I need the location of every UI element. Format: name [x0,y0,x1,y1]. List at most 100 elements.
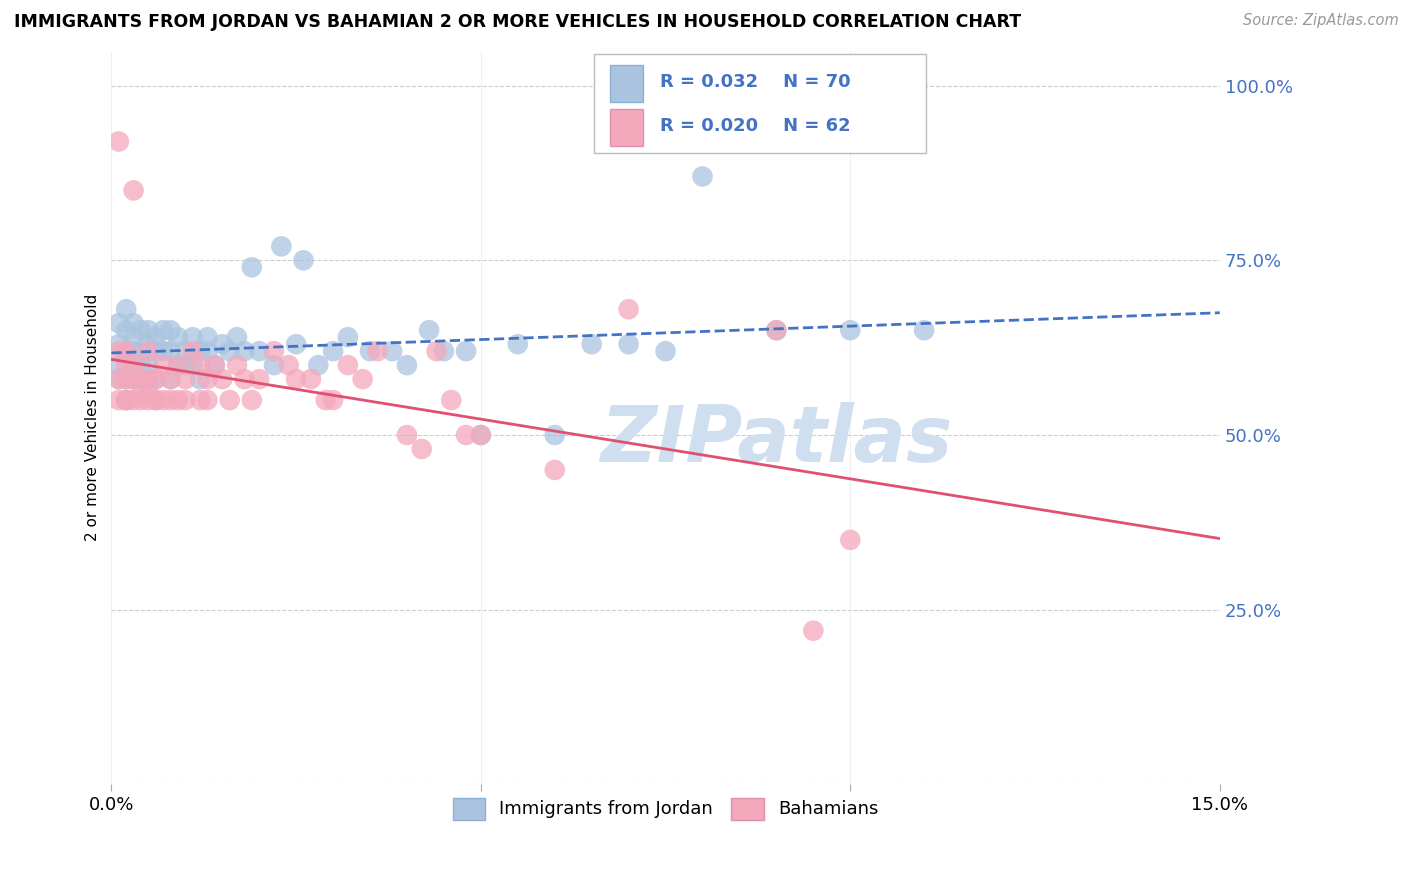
Point [129,372,152,386]
Point [145,372,167,386]
Point [107,344,129,359]
Point [107,316,129,330]
Point [145,393,167,408]
Point [115,344,138,359]
Point [152,393,174,408]
Text: R = 0.020    N = 62: R = 0.020 N = 62 [659,117,851,136]
Point [307,358,329,372]
Point [322,344,344,359]
Point [152,323,174,337]
Point [138,379,160,393]
Point [801,624,824,638]
Point [204,358,226,372]
Point [159,372,181,386]
FancyBboxPatch shape [610,65,644,102]
Point [470,428,492,442]
Point [138,337,160,351]
Point [167,393,190,408]
Point [107,337,129,351]
Point [129,358,152,372]
Point [115,393,138,408]
Point [107,372,129,386]
Point [454,344,477,359]
Point [138,393,160,408]
Point [197,372,219,386]
Point [122,393,145,408]
Text: Source: ZipAtlas.com: Source: ZipAtlas.com [1243,13,1399,29]
Point [240,260,263,275]
Point [188,393,211,408]
Point [247,344,270,359]
Point [204,358,226,372]
Point [115,393,138,408]
Point [145,330,167,344]
Point [440,393,463,408]
Point [285,372,308,386]
Text: IMMIGRANTS FROM JORDAN VS BAHAMIAN 2 OR MORE VEHICLES IN HOUSEHOLD CORRELATION C: IMMIGRANTS FROM JORDAN VS BAHAMIAN 2 OR … [14,13,1021,31]
Point [197,330,219,344]
Point [115,393,138,408]
Point [122,372,145,386]
Point [115,323,138,337]
Point [138,372,160,386]
Point [152,344,174,359]
Point [366,344,388,359]
Point [138,358,160,372]
Point [299,372,322,386]
Point [692,169,714,184]
Point [159,393,181,408]
Point [381,344,404,359]
Point [115,344,138,359]
Point [352,372,374,386]
Point [122,183,145,197]
Point [174,372,197,386]
Point [145,372,167,386]
Point [122,358,145,372]
Point [233,344,256,359]
Point [839,533,862,547]
Point [122,316,145,330]
Point [138,323,160,337]
Point [418,323,440,337]
Point [115,372,138,386]
Point [270,239,292,253]
Point [617,302,640,317]
Point [181,330,204,344]
Point [765,323,787,337]
Point [411,442,433,456]
Point [107,393,129,408]
Point [129,372,152,386]
Point [263,358,285,372]
Point [159,323,181,337]
FancyBboxPatch shape [610,110,644,146]
Point [211,337,233,351]
Point [285,337,308,351]
Point [233,372,256,386]
Point [107,358,129,372]
FancyBboxPatch shape [593,54,927,153]
Point [122,330,145,344]
Point [336,358,359,372]
Point [181,344,204,359]
Point [115,372,138,386]
Point [425,344,447,359]
Point [159,372,181,386]
Point [122,372,145,386]
Point [226,358,249,372]
Point [454,428,477,442]
Point [167,330,190,344]
Point [188,344,211,359]
Point [292,253,315,268]
Point [174,344,197,359]
Point [544,428,567,442]
Point [181,358,204,372]
Point [129,386,152,401]
Point [122,358,145,372]
Point [197,393,219,408]
Point [654,344,676,359]
Point [839,323,862,337]
Point [211,372,233,386]
Point [167,358,190,372]
Point [174,358,197,372]
Point [581,337,603,351]
